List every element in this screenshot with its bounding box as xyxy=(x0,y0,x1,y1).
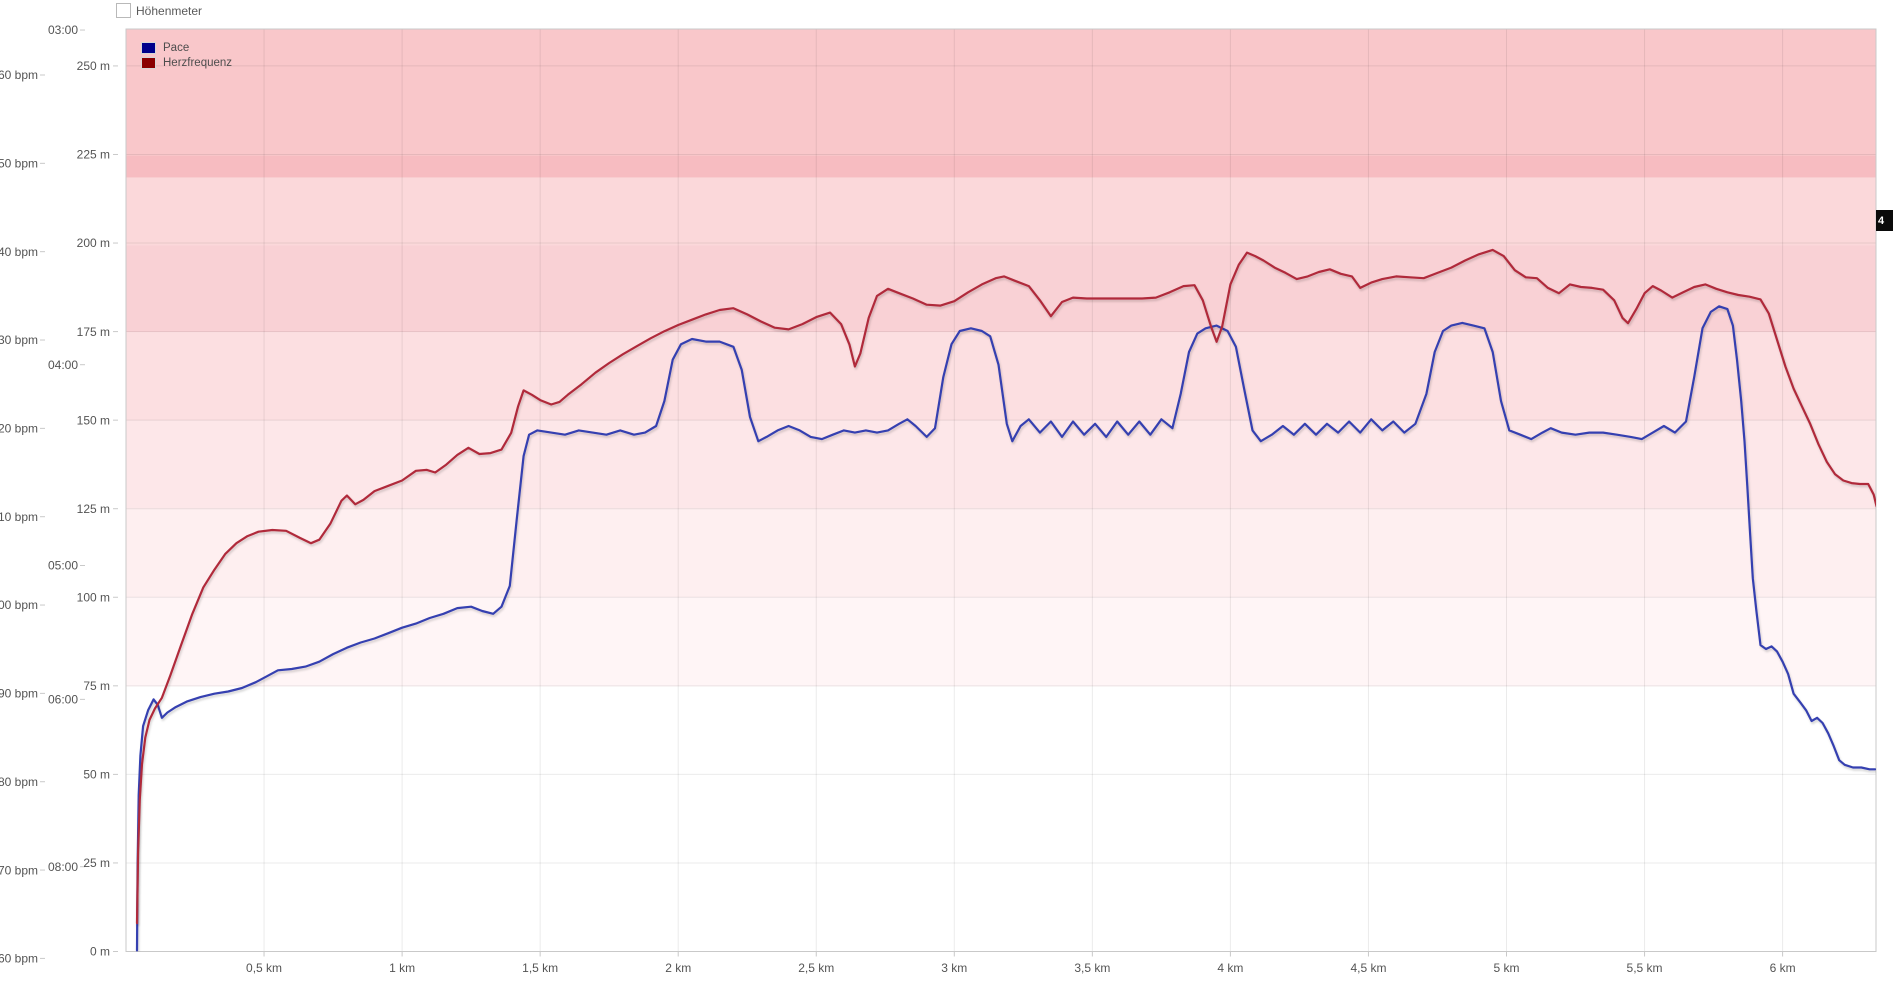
elevation-axis-label: 150 m xyxy=(77,413,110,427)
axis-labels xyxy=(40,29,1784,959)
elevation-axis-label: 75 m xyxy=(83,679,110,693)
elevation-axis-label: 50 m xyxy=(83,768,110,782)
km-axis-label: 3 km xyxy=(941,961,967,975)
elevation-axis-label: 200 m xyxy=(77,236,110,250)
zone-band xyxy=(126,420,1876,509)
bpm-axis-label: 100 bpm xyxy=(0,598,38,612)
zone-band xyxy=(126,177,1876,246)
lap-marker-badge: 4 xyxy=(1876,210,1893,231)
checkbox-icon[interactable] xyxy=(116,3,131,18)
bpm-axis-label: 130 bpm xyxy=(0,333,38,347)
pace-axis-label: 05:00 xyxy=(48,559,78,573)
legend-label-herzfrequenz: Herzfrequenz xyxy=(163,57,233,69)
legend-label-pace: Pace xyxy=(163,42,190,54)
bpm-axis-label: 160 bpm xyxy=(0,68,38,82)
pace-axis-label: 08:00 xyxy=(48,860,78,874)
legend-item-pace: Pace xyxy=(141,42,232,54)
elevation-axis-label: 125 m xyxy=(77,502,110,516)
km-axis-label: 1,5 km xyxy=(522,961,558,975)
zone-band xyxy=(126,597,1876,687)
zone-band xyxy=(126,508,1876,598)
km-axis-label: 0,5 km xyxy=(246,961,282,975)
bpm-axis-label: 150 bpm xyxy=(0,157,38,171)
herzfrequenz-swatch-icon xyxy=(141,57,156,69)
km-axis-label: 4 km xyxy=(1217,961,1243,975)
legend-toggle-label: Höhenmeter xyxy=(136,3,203,18)
elevation-axis-label: 225 m xyxy=(77,148,110,162)
bpm-axis-label: 80 bpm xyxy=(0,775,38,789)
km-axis-label: 6 km xyxy=(1770,961,1796,975)
zone-band xyxy=(126,29,1876,156)
plot-border xyxy=(125,28,1877,952)
elevation-axis-label: 175 m xyxy=(77,325,110,339)
zone-band xyxy=(126,155,1876,178)
bpm-axis-label: 90 bpm xyxy=(0,687,38,701)
legend-toggle-hoehenmeter[interactable]: Höhenmeter xyxy=(116,3,202,18)
km-axis-label: 5,5 km xyxy=(1627,961,1663,975)
pace-axis-label: 06:00 xyxy=(48,693,78,707)
bpm-axis-label: 120 bpm xyxy=(0,422,38,436)
bpm-axis-label: 110 bpm xyxy=(0,510,38,524)
bpm-axis-label: 60 bpm xyxy=(0,952,38,966)
gridlines xyxy=(126,29,1876,952)
km-axis-label: 2,5 km xyxy=(798,961,834,975)
km-axis-label: 4,5 km xyxy=(1350,961,1386,975)
plot-legend: Pace Herzfrequenz xyxy=(141,42,232,69)
bpm-axis-label: 140 bpm xyxy=(0,245,38,259)
km-axis-label: 1 km xyxy=(389,961,415,975)
elevation-axis-label: 25 m xyxy=(83,856,110,870)
elevation-axis-label: 100 m xyxy=(77,590,110,604)
herzfrequenz-line[interactable] xyxy=(135,248,1877,925)
km-axis-label: 5 km xyxy=(1493,961,1519,975)
hr-zone-bands xyxy=(126,29,1876,687)
km-axis-label: 2 km xyxy=(665,961,691,975)
elevation-axis-label: 0 m xyxy=(90,945,110,959)
elevation-axis-label: 250 m xyxy=(77,59,110,73)
km-axis-label: 3,5 km xyxy=(1074,961,1110,975)
pace-axis-label: 04:00 xyxy=(48,358,78,372)
pace-swatch-icon xyxy=(141,42,156,54)
zone-band xyxy=(126,245,1876,333)
pace-axis-label: 03:00 xyxy=(48,23,78,37)
bpm-axis-label: 70 bpm xyxy=(0,863,38,877)
legend-item-herzfrequenz: Herzfrequenz xyxy=(141,57,232,69)
pace-line[interactable] xyxy=(135,305,1876,952)
